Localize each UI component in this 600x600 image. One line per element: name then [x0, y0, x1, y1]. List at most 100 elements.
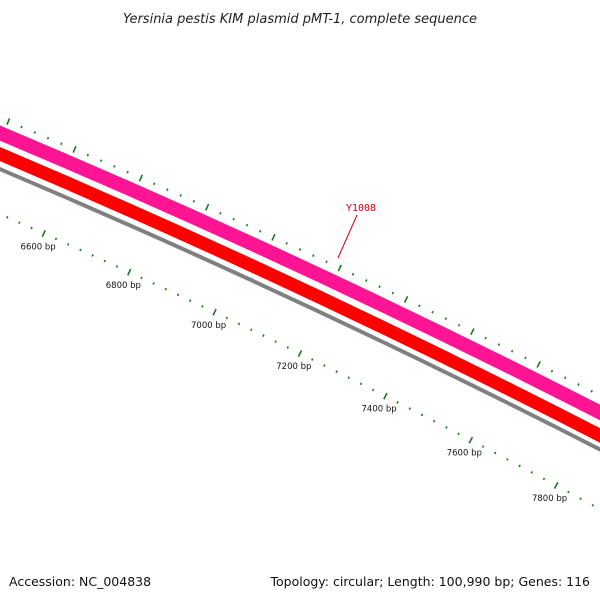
gene-label-y1008: Y1008	[346, 203, 376, 214]
outer-minor-tick	[378, 285, 381, 289]
outer-minor-tick	[312, 254, 315, 257]
outer-minor-tick	[285, 242, 288, 245]
outer-minor-tick	[232, 217, 235, 221]
outer-minor-tick	[152, 182, 156, 186]
outer-minor-tick	[126, 170, 129, 174]
inner-minor-tick	[164, 287, 167, 291]
outer-gene-track	[0, 125, 600, 421]
inner-major-tick	[383, 392, 388, 400]
tick-label: 7000 bp	[191, 321, 226, 331]
outer-minor-tick	[245, 223, 249, 227]
outer-minor-tick	[590, 389, 593, 393]
inner-minor-tick	[225, 316, 228, 320]
inner-minor-tick	[371, 388, 375, 392]
outer-minor-tick	[550, 369, 554, 373]
inner-major-tick	[41, 229, 46, 238]
outer-minor-tick	[259, 229, 262, 233]
outer-minor-tick	[46, 136, 50, 140]
outer-major-tick	[271, 233, 276, 241]
outer-tick-marks	[6, 117, 593, 393]
inner-major-tick	[553, 482, 559, 489]
outer-minor-tick	[60, 142, 63, 146]
tick-label: 7400 bp	[362, 405, 397, 415]
outer-minor-tick	[365, 279, 368, 282]
tick-label: 7200 bp	[276, 362, 311, 372]
outer-minor-tick	[510, 349, 514, 353]
inner-minor-tick	[115, 265, 119, 268]
inner-minor-tick	[567, 490, 570, 494]
outer-minor-tick	[497, 343, 501, 346]
outer-minor-tick	[20, 125, 23, 129]
summary-text: Topology: circular; Length: 100,990 bp; …	[270, 574, 591, 589]
outer-minor-tick	[33, 131, 36, 134]
tick-label: 6600 bp	[21, 242, 56, 252]
inner-gene-track	[0, 147, 600, 443]
outer-minor-tick	[219, 211, 222, 215]
outer-minor-tick	[325, 260, 328, 264]
inner-minor-tick	[6, 216, 9, 219]
inner-minor-tick	[79, 248, 82, 252]
inner-major-tick	[127, 268, 132, 276]
inner-minor-tick	[323, 364, 326, 367]
inner-minor-tick	[286, 346, 290, 349]
inner-minor-tick	[103, 259, 106, 263]
tick-label: 7600 bp	[447, 449, 482, 459]
inner-minor-tick	[189, 299, 192, 302]
inner-minor-tick	[250, 328, 253, 332]
inner-major-tick	[468, 436, 474, 444]
outer-minor-tick	[457, 323, 461, 327]
map-title: Yersinia pestis KIM plasmid pMT-1, compl…	[123, 12, 477, 27]
outer-minor-tick	[166, 188, 169, 191]
outer-major-tick	[205, 203, 210, 211]
inner-minor-tick	[91, 254, 94, 257]
track-group	[0, 125, 600, 452]
inner-minor-tick	[201, 305, 204, 308]
inner-major-tick	[297, 350, 303, 357]
inner-minor-tick	[18, 221, 21, 225]
outer-minor-tick	[192, 200, 196, 203]
inner-minor-tick	[481, 445, 485, 448]
outer-major-tick	[337, 264, 342, 272]
gene-label-leader	[337, 214, 358, 259]
inner-minor-tick	[518, 464, 521, 468]
outer-minor-tick	[351, 272, 355, 276]
outer-minor-tick	[577, 383, 580, 386]
tick-label: 6800 bp	[106, 281, 141, 291]
outer-minor-tick	[99, 159, 103, 163]
tick-label: 7800 bp	[532, 494, 567, 504]
inner-minor-tick	[310, 358, 314, 361]
outer-major-tick	[536, 360, 541, 368]
inner-tick-marks	[6, 216, 595, 507]
inner-minor-tick	[67, 243, 70, 246]
inner-minor-tick	[396, 401, 399, 404]
inner-minor-tick	[335, 370, 338, 373]
accession-text: Accession: NC_004838	[9, 574, 151, 589]
inner-minor-tick	[530, 471, 534, 474]
outer-minor-tick	[113, 165, 116, 168]
inner-minor-tick	[359, 382, 363, 386]
inner-minor-tick	[347, 376, 351, 380]
outer-minor-tick	[418, 304, 421, 308]
inner-minor-tick	[54, 237, 58, 241]
inner-minor-tick	[432, 419, 436, 423]
inner-minor-tick	[140, 276, 143, 280]
inner-minor-tick	[408, 407, 412, 410]
inner-minor-tick	[262, 334, 265, 337]
outer-major-tick	[403, 295, 409, 303]
inner-minor-tick	[237, 322, 241, 326]
outer-minor-tick	[484, 336, 487, 340]
outer-major-tick	[138, 174, 144, 182]
outer-minor-tick	[431, 310, 434, 314]
inner-minor-tick	[493, 451, 497, 455]
outer-major-tick	[6, 117, 11, 126]
inner-minor-tick	[274, 340, 277, 343]
outer-minor-tick	[444, 317, 448, 320]
inner-minor-tick	[152, 282, 155, 285]
outer-major-tick	[470, 328, 475, 336]
inner-minor-tick	[176, 293, 180, 297]
outer-minor-tick	[564, 376, 567, 380]
inner-minor-tick	[420, 413, 424, 417]
outer-minor-tick	[179, 194, 182, 197]
inner-minor-tick	[457, 432, 460, 436]
